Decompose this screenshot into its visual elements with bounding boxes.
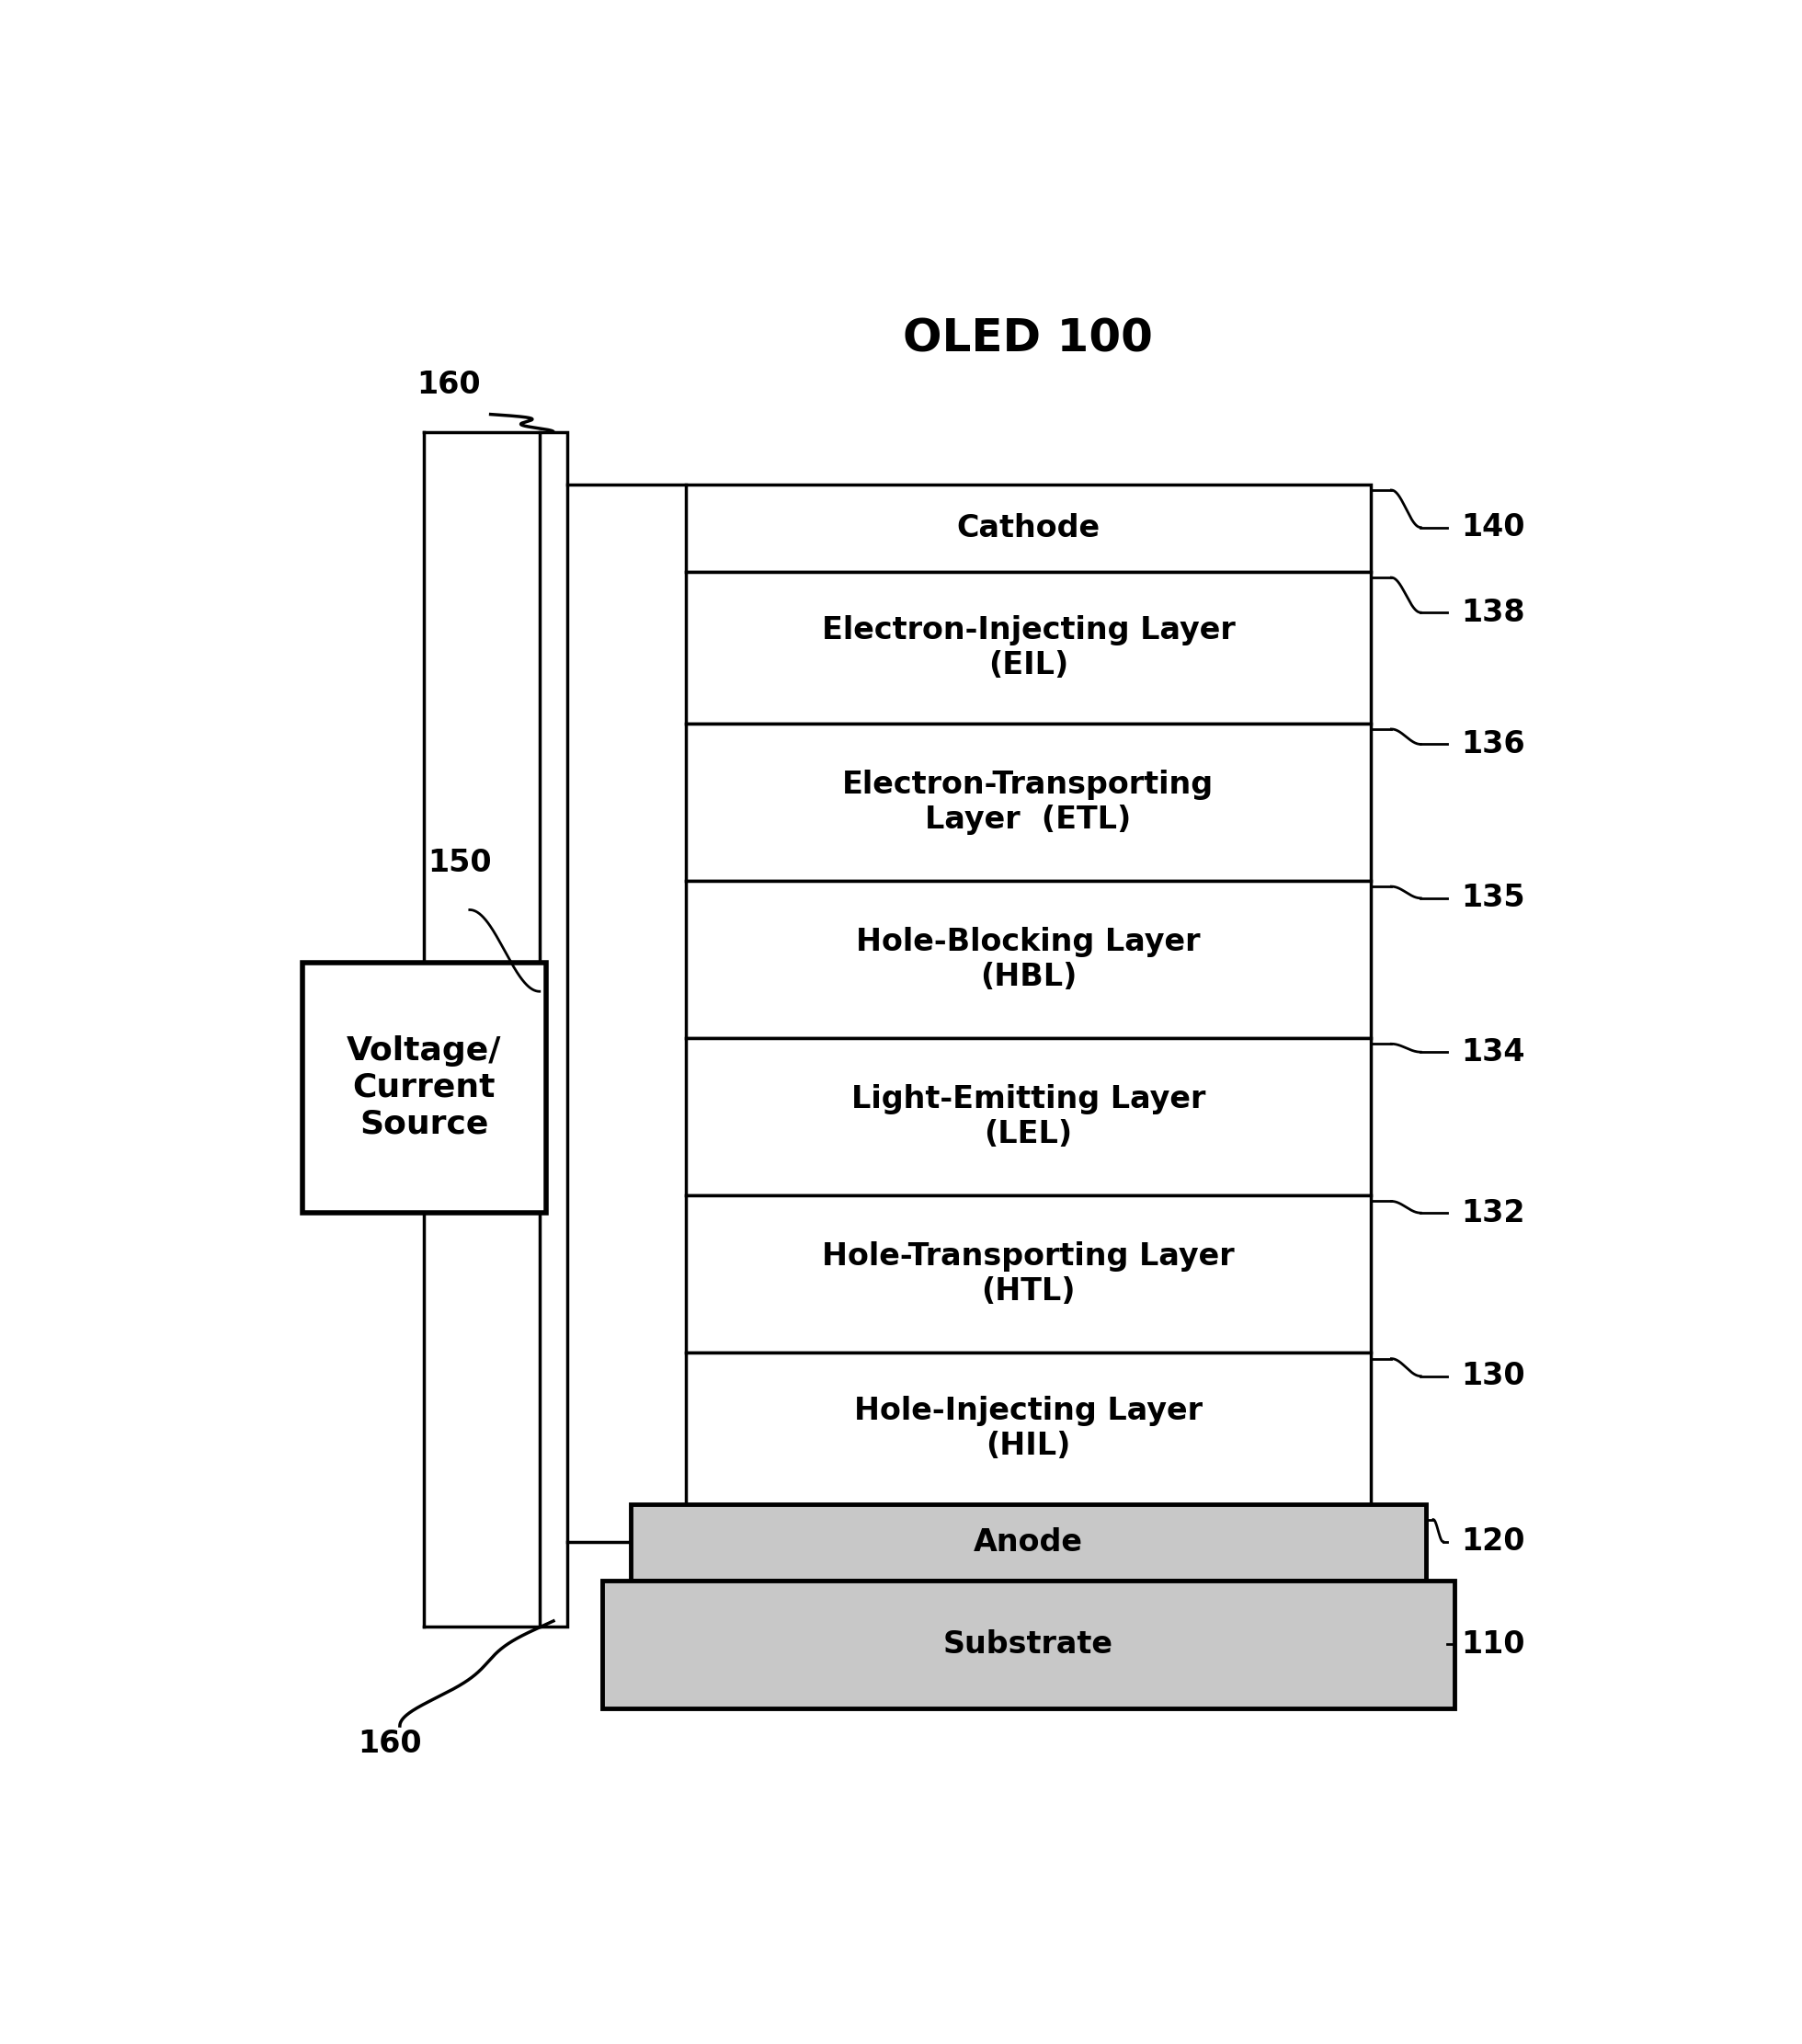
Bar	[687, 1038, 1371, 1196]
Text: 136: 136	[1461, 730, 1524, 760]
Text: 132: 132	[1461, 1198, 1524, 1228]
Text: 130: 130	[1461, 1361, 1524, 1392]
Text: 135: 135	[1461, 883, 1524, 914]
Bar	[687, 484, 1371, 572]
Text: Electron-Injecting Layer
(EIL): Electron-Injecting Layer (EIL)	[822, 615, 1234, 681]
Text: 150: 150	[427, 848, 492, 879]
Text: Hole-Blocking Layer
(HBL): Hole-Blocking Layer (HBL)	[856, 926, 1200, 991]
Text: 160: 160	[359, 1729, 422, 1758]
Text: 110: 110	[1461, 1629, 1524, 1660]
Text: Hole-Injecting Layer
(HIL): Hole-Injecting Layer (HIL)	[854, 1396, 1202, 1461]
Text: Cathode: Cathode	[957, 513, 1099, 544]
Bar	[602, 1580, 1454, 1709]
Text: 134: 134	[1461, 1036, 1524, 1067]
Bar	[631, 1504, 1427, 1580]
Text: 120: 120	[1461, 1527, 1524, 1558]
Text: OLED 100: OLED 100	[903, 317, 1153, 360]
Bar	[687, 1196, 1371, 1353]
Text: 138: 138	[1461, 597, 1524, 628]
Text: Hole-Transporting Layer
(HTL): Hole-Transporting Layer (HTL)	[822, 1241, 1234, 1306]
Bar	[687, 1353, 1371, 1504]
Text: Light-Emitting Layer
(LEL): Light-Emitting Layer (LEL)	[851, 1083, 1206, 1149]
Text: Anode: Anode	[973, 1527, 1083, 1558]
Bar	[687, 881, 1371, 1038]
Text: Voltage/
Current
Source: Voltage/ Current Source	[346, 1036, 501, 1139]
Text: 140: 140	[1461, 513, 1524, 542]
Bar	[539, 431, 568, 1627]
Text: 160: 160	[416, 370, 481, 401]
Bar	[303, 963, 546, 1212]
Text: Electron-Transporting
Layer  (ETL): Electron-Transporting Layer (ETL)	[843, 769, 1215, 834]
Text: Substrate: Substrate	[942, 1629, 1114, 1660]
Bar	[687, 572, 1371, 724]
Bar	[687, 724, 1371, 881]
